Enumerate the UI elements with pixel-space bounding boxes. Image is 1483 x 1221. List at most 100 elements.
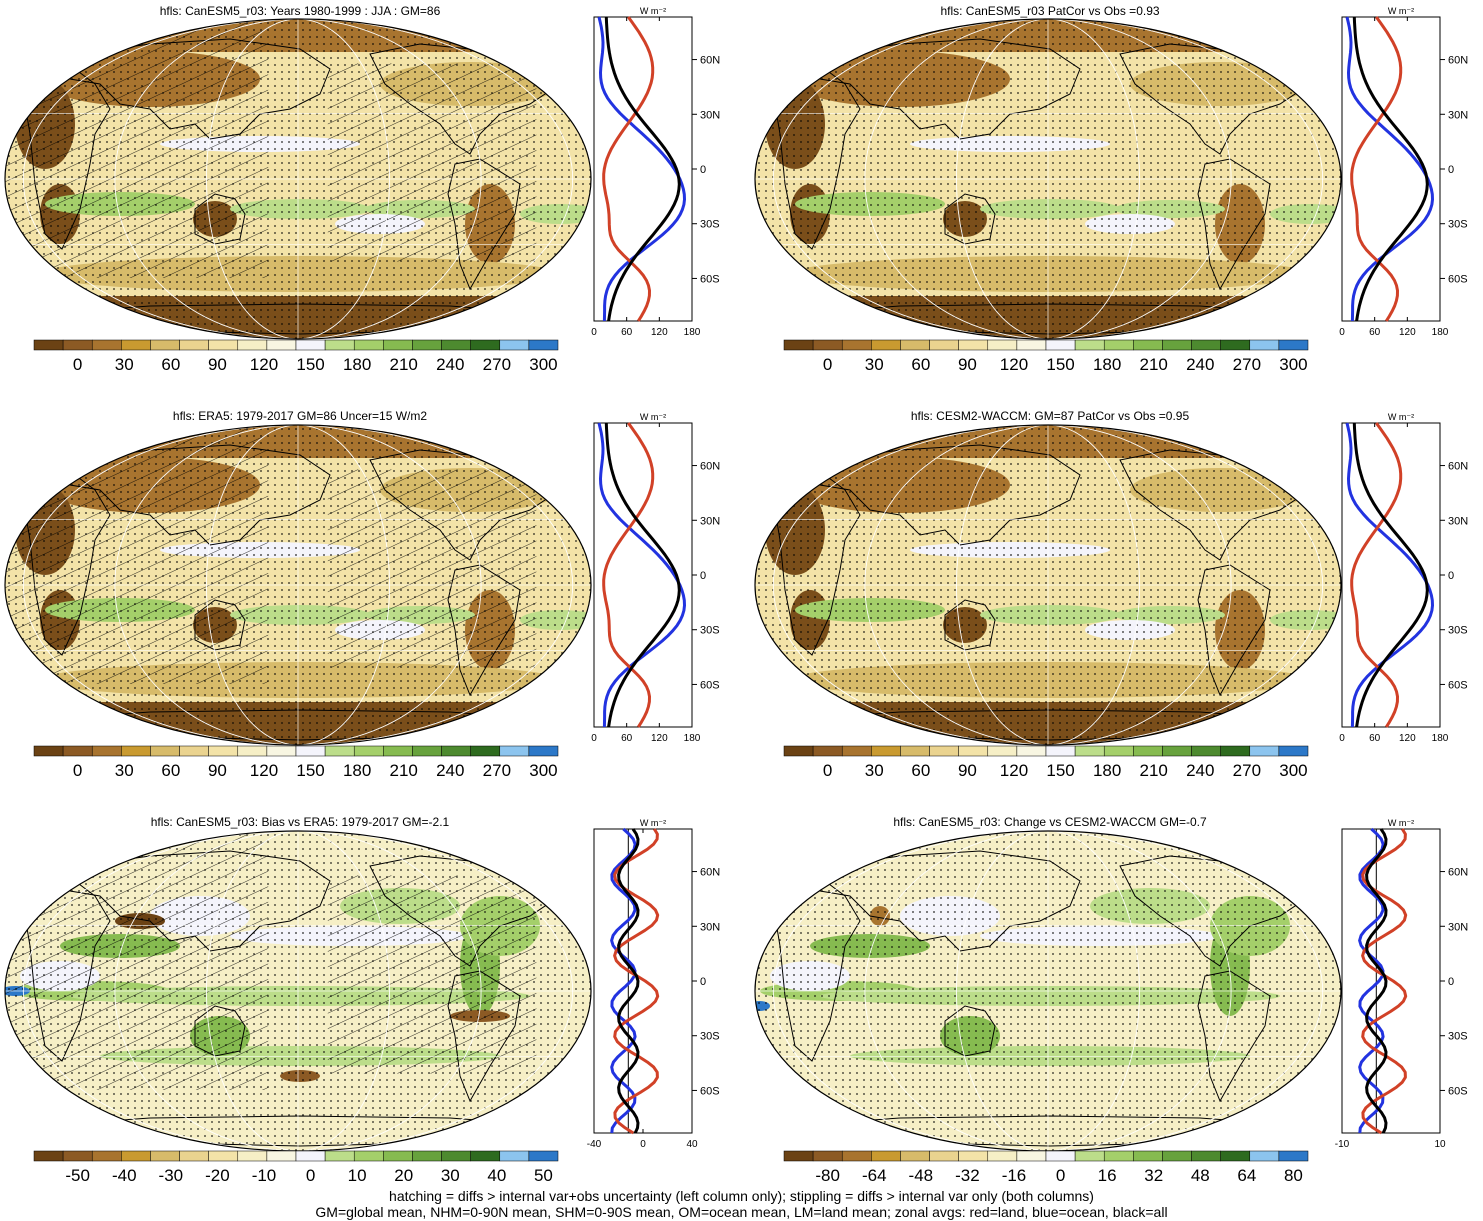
colorbar-label: 120 [250,761,278,780]
latitude-label: 60N [700,461,720,473]
latitude-label: 30N [1448,515,1468,527]
graticule [755,425,1341,745]
colorbar-swatch [121,339,151,351]
colorbar-label: 240 [1186,761,1214,780]
colorbar-label: 0 [73,355,82,374]
colorbar-swatch [208,339,239,351]
south-america-outline [1197,158,1271,291]
colorbar-label: -64 [862,1166,887,1185]
colorbar-swatch [1191,1150,1221,1162]
colorbar-label: -20 [205,1166,230,1185]
colorbar-label: 120 [1000,355,1028,374]
colorbar-swatch [353,339,384,351]
zonal-tick-label: 0 [640,1139,646,1150]
panel-title: hfls: CESM2-WACCM: GM=87 PatCor vs Obs =… [910,409,1190,423]
land-zonal-curve [1361,828,1408,1135]
zonal-tick-label: 60 [621,733,633,744]
south-america-outline [447,158,521,291]
colorbar-swatch [987,745,1018,757]
colorbar-swatch [383,1150,413,1162]
colorbar: 0 30 60 90 120 150 180 210 240 270 300 [783,339,1309,374]
all-zonal-curve [1352,422,1429,728]
world-map [4,424,592,746]
colorbar-label: 300 [1279,355,1307,374]
south-america-outline [447,970,521,1103]
colorbar-label: 150 [296,761,324,780]
colorbar-swatch [121,1150,151,1162]
colorbar-label: 210 [1140,761,1168,780]
colorbar-swatch [900,339,930,351]
colorbar-label: 30 [115,761,134,780]
zonal-tick-label: 180 [684,733,701,744]
colorbar-swatch [324,745,355,757]
latitude-label: 30N [1448,109,1468,121]
colorbar-swatch [470,339,501,351]
colorbar-swatch [812,745,843,757]
zonal-tick-label: 120 [1399,327,1416,338]
all-zonal-curve [604,16,681,322]
colorbar-swatch [958,1150,989,1162]
zonal-unit-label: W m⁻² [1388,818,1414,828]
colorbar-swatch [208,745,239,757]
colorbar-label: 16 [1098,1166,1117,1185]
ocean-zonal-curve [1358,827,1385,1134]
all-zonal-curve [1365,828,1388,1134]
hatching [5,425,269,684]
ocean-zonal-curve [597,16,686,322]
map-border [4,18,592,340]
colorbar-swatch [412,745,442,757]
colorbar-swatch [499,339,530,351]
colorbar-swatch [1045,745,1076,757]
colorbar-swatch [295,339,326,351]
colorbar-label: 120 [1000,761,1028,780]
colorbar-label: 30 [865,761,884,780]
ocean-zonal-curve [610,827,637,1134]
zonal-mean-plot: W m⁻² 60N 30N 0 30S 60S 0 60 120 180 [1339,6,1468,338]
colorbar-label: 300 [529,355,557,374]
africa-outline [774,474,861,656]
africa-outline [24,68,111,250]
colorbar-swatch [1045,339,1076,351]
colorbar-label: -40 [112,1166,137,1185]
colorbar-label: 60 [161,355,180,374]
colorbar-swatch [1045,1150,1076,1162]
colorbar-swatch [121,745,151,757]
land-zonal-curve [1350,422,1403,728]
land-zonal-curve [602,16,655,322]
colorbar-swatch [1133,745,1163,757]
colorbar-swatch [208,1150,239,1162]
latitude-label: 30N [700,515,720,527]
colorbar-swatch [266,745,297,757]
colorbar-swatch [91,1150,122,1162]
colorbar-label: -10 [252,1166,277,1185]
latitude-label: 30N [700,109,720,121]
zonal-tick-label: 120 [651,327,668,338]
zonal-tick-label: 180 [684,327,701,338]
zonal-tick-label: -10 [1335,1139,1350,1150]
colorbar-swatch [812,1150,843,1162]
colorbar-swatch [783,1150,814,1162]
colorbar-label: 270 [1233,761,1261,780]
africa-outline [24,474,111,656]
colorbar-swatch [33,1150,64,1162]
colorbar-swatch [929,339,959,351]
colorbar-swatch [150,745,180,757]
graticule [755,19,1341,339]
zonal-tick-label: 60 [1369,327,1381,338]
africa-outline [774,880,861,1062]
zonal-tick-label: 0 [591,327,597,338]
zonal-mean-plot: W m⁻² 60N 30N 0 30S 60S -10 10 [1335,818,1468,1150]
land-zonal-curve [613,828,660,1135]
colorbar-swatch [383,339,413,351]
colorbar-swatch [958,745,989,757]
colorbar-swatch [1074,745,1105,757]
colorbar-swatch [266,1150,297,1162]
colorbar-label: 240 [436,761,464,780]
colorbar-swatch [1278,1150,1309,1162]
colorbar-swatch [841,745,872,757]
latitude-label: 60S [1448,273,1468,285]
colorbar-swatch [1278,745,1309,757]
colorbar-label: -80 [815,1166,840,1185]
colorbar-swatch [1103,339,1134,351]
colorbar-label: 0 [1056,1166,1065,1185]
